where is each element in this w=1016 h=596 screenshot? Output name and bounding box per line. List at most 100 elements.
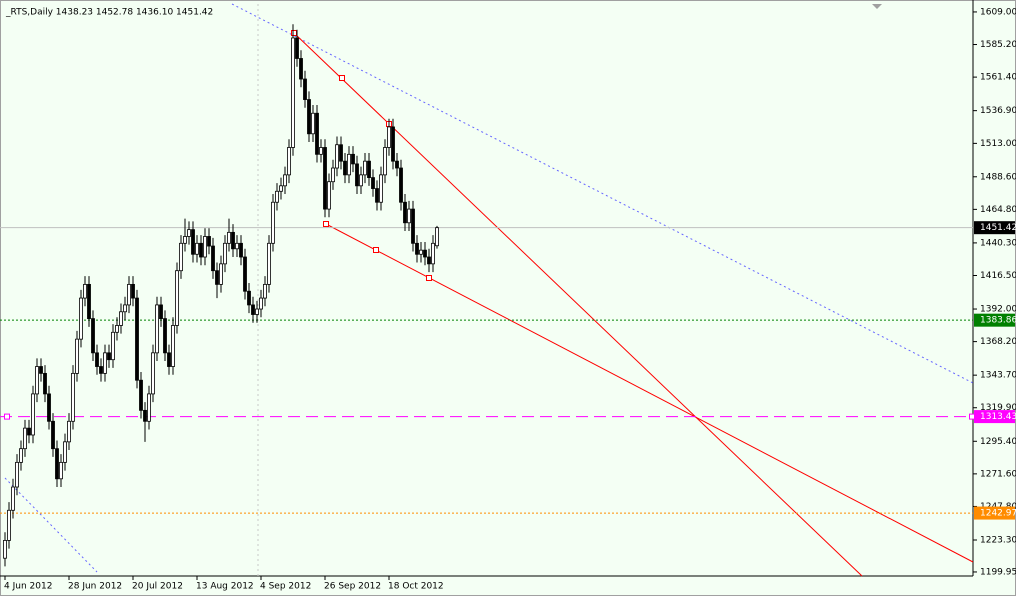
candle-body: [55, 448, 59, 480]
candle-body: [395, 160, 399, 169]
candle-body: [419, 249, 423, 255]
x-tick-label: 20 Jul 2012: [132, 582, 183, 592]
candle-body: [7, 509, 11, 541]
candle-body: [103, 352, 107, 374]
trend-anchor: [373, 247, 379, 253]
candle-body: [91, 318, 95, 354]
candle-body: [283, 174, 287, 187]
candle-body: [435, 227, 439, 247]
candle-body: [23, 427, 27, 450]
y-tick-label: 1319.90: [980, 403, 1016, 413]
candle-body: [175, 270, 179, 326]
candle-body: [163, 318, 167, 354]
candle-body: [383, 147, 387, 176]
candle-body: [159, 304, 163, 320]
candle-body: [355, 163, 359, 187]
candle-body: [35, 366, 39, 395]
candle-body: [267, 242, 271, 285]
candle-body: [427, 256, 431, 265]
candle-body: [19, 448, 23, 463]
candle-body: [255, 308, 259, 315]
candle-body: [415, 242, 419, 255]
candle-body: [39, 366, 43, 374]
candle-body: [363, 160, 367, 176]
candle-body: [247, 290, 251, 306]
y-tick-label: 1609.00: [980, 7, 1016, 17]
candle-body: [59, 461, 63, 480]
candle-body: [347, 153, 351, 176]
candle-body: [151, 352, 155, 395]
candle-body: [47, 393, 51, 422]
candle-body: [167, 352, 171, 367]
x-tick-label: 28 Jun 2012: [68, 582, 122, 592]
candle-body: [403, 201, 407, 224]
candle-body: [291, 37, 295, 148]
y-tick-label: 1271.60: [980, 469, 1016, 479]
candle-body: [51, 420, 55, 450]
candle-body: [147, 393, 151, 422]
candle-body: [199, 242, 203, 258]
price-level-label: 1451.42: [980, 223, 1016, 233]
candle-body: [107, 352, 111, 361]
candle-body: [223, 242, 227, 265]
candle-body: [183, 236, 187, 244]
candle-body: [359, 174, 363, 187]
level-anchor: [4, 413, 10, 420]
candle-body: [211, 245, 215, 272]
price-level-label-box: [974, 506, 1015, 520]
candle-body: [71, 372, 75, 422]
candle-body: [275, 190, 279, 203]
candle-body: [195, 242, 199, 255]
trend-anchor: [426, 275, 432, 281]
trend-anchor: [323, 221, 329, 227]
candle-body: [31, 393, 35, 436]
y-tick-label: 1488.60: [980, 172, 1016, 182]
shift-marker: [872, 4, 882, 9]
candle-body: [271, 201, 275, 244]
y-tick-label: 1368.20: [980, 337, 1016, 347]
candle-body: [299, 58, 303, 80]
candle-body: [351, 153, 355, 165]
candle-body: [323, 147, 327, 210]
candle-body: [215, 270, 219, 285]
candle-body: [135, 297, 139, 381]
x-tick-label: 26 Sep 2012: [324, 582, 381, 592]
candle-body: [315, 112, 319, 155]
x-tick-label: 18 Oct 2012: [388, 582, 444, 592]
candle-body: [303, 78, 307, 100]
y-tick-label: 1223.30: [980, 535, 1016, 545]
candle-body: [343, 160, 347, 176]
candle-body: [219, 263, 223, 285]
candle-body: [11, 486, 15, 511]
candle-body: [411, 208, 415, 244]
candle-body: [335, 144, 339, 169]
candle-body: [131, 283, 135, 299]
candle-body: [407, 208, 411, 224]
candle-body: [375, 188, 379, 203]
y-tick-label: 1464.80: [980, 205, 1016, 215]
x-tick-label: 13 Aug 2012: [196, 582, 254, 592]
price-level-label-box: [974, 313, 1015, 327]
candle-body: [179, 242, 183, 272]
candle-body: [203, 236, 207, 258]
y-tick-label: 1585.20: [980, 40, 1016, 50]
candle-body: [279, 185, 283, 192]
candle-body: [207, 236, 211, 247]
candle-body: [295, 37, 299, 59]
candle-body: [259, 297, 263, 310]
candle-body: [371, 177, 375, 189]
candle-body: [79, 297, 83, 340]
trend-line: [4, 477, 98, 573]
y-tick-label: 1536.90: [980, 106, 1016, 116]
candle-body: [123, 304, 127, 313]
candle-body: [379, 174, 383, 203]
candle-body: [367, 160, 371, 178]
y-tick-label: 1295.40: [980, 437, 1016, 447]
price-level-label: 1242.97: [980, 509, 1016, 519]
y-tick-label: 1513.00: [980, 139, 1016, 149]
candle-body: [67, 420, 71, 443]
candle-body: [143, 409, 147, 422]
candle-body: [239, 242, 243, 258]
candle-body: [187, 229, 191, 237]
